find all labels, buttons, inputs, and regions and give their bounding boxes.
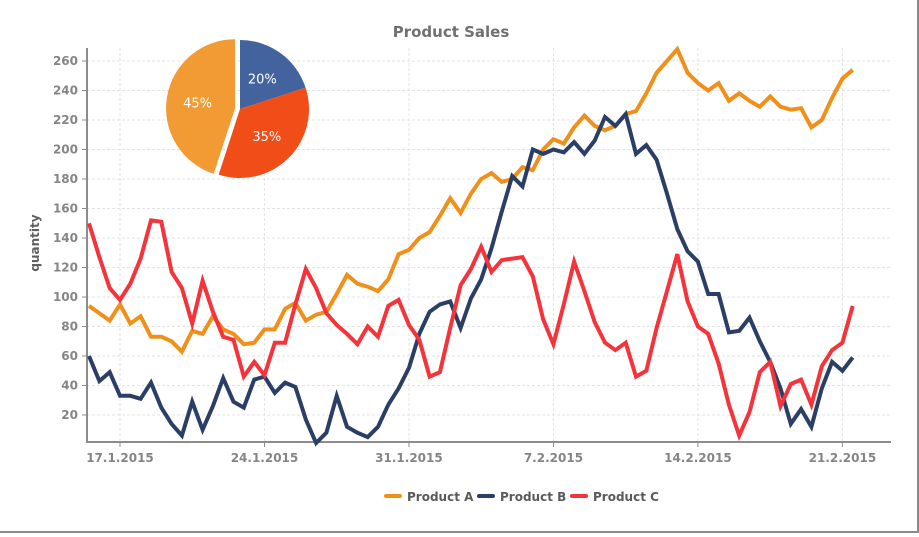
pie-slice-product-b[interactable] [240, 40, 306, 109]
x-tick-label: 17.1.2015 [86, 451, 154, 465]
x-axis: 17.1.2015 24.1.2015 31.1.2015 7.2.2015 14.2.… [86, 441, 891, 465]
x-tick-label: 24.1.2015 [231, 451, 299, 465]
legend-item-product-a[interactable]: Product A [384, 490, 474, 504]
y-tick-label: 180 [53, 172, 78, 186]
y-tick-label: 200 [53, 143, 78, 157]
pie-slice-label: 20% [248, 72, 277, 87]
x-tick-label: 31.1.2015 [375, 451, 443, 465]
pie-slice-label: 45% [183, 96, 212, 111]
y-tick-label: 20 [61, 408, 78, 422]
pie-slice-product-c[interactable] [218, 87, 309, 178]
pie-slice-product-a[interactable] [166, 39, 236, 174]
legend-label: Product B [500, 490, 566, 504]
y-tick-label: 160 [53, 202, 78, 216]
legend-item-product-b[interactable]: Product B [477, 490, 566, 504]
y-tick-label: 100 [53, 290, 78, 304]
legend: Product A Product B Product C [384, 490, 659, 504]
y-tick-label: 240 [53, 84, 78, 98]
series-line-product-c[interactable] [87, 218, 855, 442]
y-tick-label: 140 [53, 231, 78, 245]
y-axis: 20 40 60 80 100 120 140 160 180 200 220 240 260 [53, 48, 88, 443]
pie-slice-label: 35% [252, 130, 281, 145]
y-tick-label: 80 [61, 320, 78, 334]
y-axis-label: quantity [28, 214, 42, 271]
chart-title: Product Sales [393, 23, 510, 41]
y-tick-label: 260 [53, 54, 78, 68]
y-tick-label: 120 [53, 261, 78, 275]
y-tick-label: 60 [61, 349, 78, 363]
series-line-product-b[interactable] [87, 109, 855, 447]
x-tick-label: 14.2.2015 [664, 451, 732, 465]
y-tick-label: 220 [53, 113, 78, 127]
legend-label: Product C [593, 490, 659, 504]
pie-chart: 20% 35% 45% [166, 39, 309, 178]
x-tick-label: 21.2.2015 [809, 451, 877, 465]
x-tick-label: 7.2.2015 [524, 451, 583, 465]
legend-label: Product A [407, 490, 474, 504]
legend-item-product-c[interactable]: Product C [570, 490, 659, 504]
series-lines [87, 45, 855, 447]
y-tick-label: 40 [61, 379, 78, 393]
